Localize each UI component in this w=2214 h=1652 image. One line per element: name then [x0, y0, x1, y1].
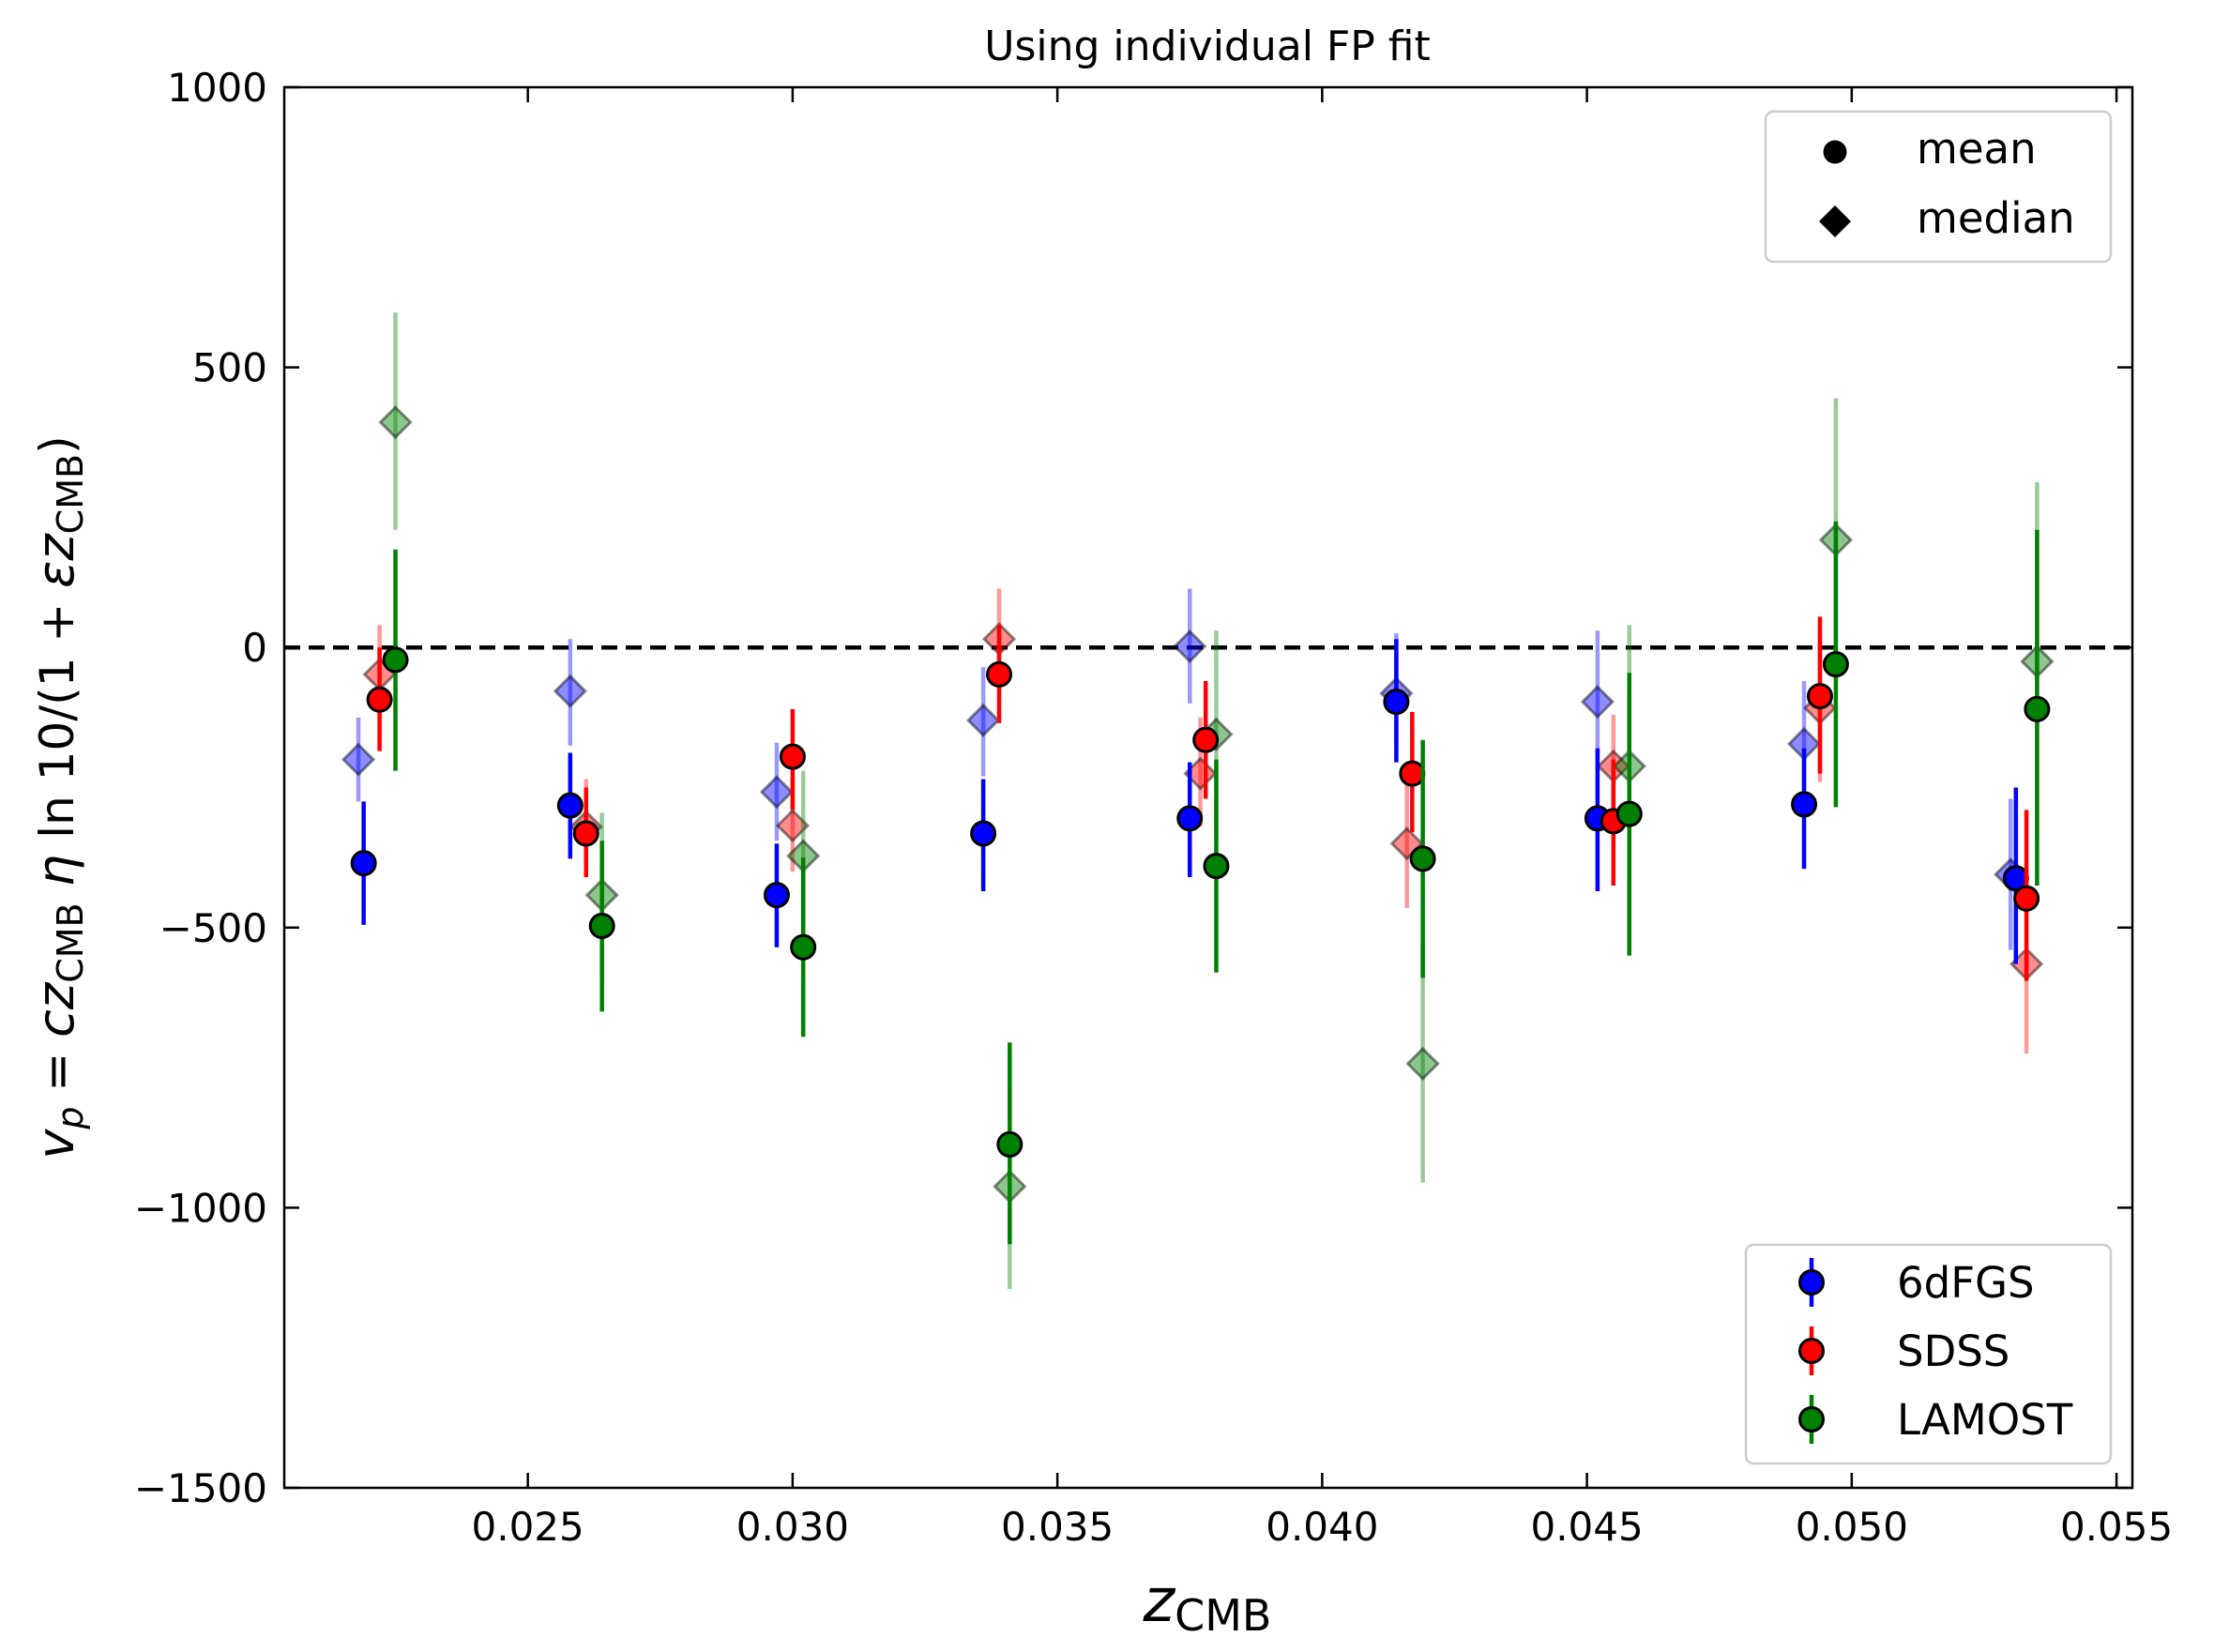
- median-point: [341, 742, 376, 777]
- y-label-part: cz: [26, 981, 85, 1038]
- mean-point: [2013, 885, 2040, 912]
- legend-markers-box: [1764, 110, 2113, 264]
- y-label-part: =: [30, 1038, 84, 1107]
- series-sdss-mean: [366, 616, 2040, 981]
- median-point: [378, 405, 413, 440]
- median-point: [1389, 826, 1424, 861]
- mean-point: [556, 792, 584, 819]
- legend-mean-marker: [1823, 140, 1847, 164]
- legend-lamost-label: LAMOST: [1897, 1395, 2073, 1445]
- chart-title: Using individual FP fit: [984, 23, 1430, 70]
- median-point: [775, 808, 811, 843]
- plot-inner: [284, 312, 2132, 1289]
- y-tick-label: 500: [192, 345, 267, 391]
- median-point: [965, 703, 1001, 737]
- series-6dfgs-mean: [350, 639, 2029, 964]
- legend-lamost-marker: [1798, 1406, 1825, 1432]
- mean-point: [366, 686, 393, 713]
- y-tick-label: −1500: [134, 1465, 267, 1511]
- x-tick-label: 0.055: [2060, 1504, 2173, 1550]
- mean-point: [1791, 791, 1818, 818]
- legend-6dfgs-label: 6dFGS: [1897, 1258, 2035, 1308]
- x-tick-label: 0.030: [736, 1504, 849, 1550]
- mean-point: [1822, 651, 1849, 678]
- y-label-part: CMB: [50, 902, 91, 982]
- y-tick-label: −1000: [134, 1185, 267, 1231]
- legend-series: 6dFGS SDSS LAMOST: [1744, 1243, 2113, 1465]
- x-label-sub: CMB: [1175, 1590, 1271, 1641]
- x-tick-label: 0.040: [1266, 1504, 1378, 1550]
- y-tick-label: 1000: [167, 65, 267, 111]
- axes: 0.025 0.030 0.035 0.040 0.045 0.050 0.055 −1500…: [134, 65, 2173, 1550]
- mean-point: [1615, 800, 1643, 827]
- median-point: [553, 674, 587, 708]
- y-tick-label: 0: [242, 625, 267, 671]
- legends: mean median 6dFGS SDSS LAMOST: [1744, 110, 2113, 1465]
- mean-point: [986, 660, 1013, 688]
- mean-point: [1409, 845, 1436, 872]
- y-label-part: p: [50, 1107, 91, 1130]
- median-point: [1173, 629, 1207, 664]
- mean-point: [1192, 726, 1220, 753]
- legend-mean-label: mean: [1917, 124, 2037, 174]
- axes-frame: [282, 85, 2134, 1490]
- legend-series-box: [1744, 1243, 2113, 1465]
- y-label-part: η: [26, 839, 85, 903]
- x-tick-label: 0.035: [1001, 1504, 1114, 1550]
- x-tick-label: 0.045: [1530, 1504, 1643, 1550]
- y-label-part: CMB: [50, 454, 91, 534]
- x-tick-label: 0.025: [472, 1504, 584, 1550]
- legend-markers: mean median: [1764, 110, 2113, 264]
- median-point: [759, 775, 795, 810]
- y-label-part: ln 10/(1 +: [30, 588, 84, 839]
- y-axis-label: vp = czCMB η ln 10/(1 + εzCMB): [26, 435, 91, 1159]
- mean-point: [1383, 689, 1410, 716]
- mean-point: [1806, 683, 1833, 710]
- x-tick-label: 0.050: [1796, 1504, 1908, 1550]
- median-point: [1580, 685, 1615, 720]
- mean-point: [779, 743, 806, 770]
- legend-median-marker: [1819, 205, 1851, 237]
- median-point: [1405, 1046, 1440, 1082]
- legend-sdss-marker: [1798, 1338, 1825, 1364]
- mean-point: [970, 820, 997, 847]
- mean-point: [1203, 853, 1230, 880]
- mean-point: [763, 882, 790, 909]
- series-lamost-mean: [382, 521, 2051, 1245]
- mean-point: [382, 646, 409, 674]
- y-label-part: εz: [26, 533, 85, 588]
- mean-point: [2024, 695, 2051, 722]
- plot-area: [284, 312, 2132, 1289]
- legend-sdss-label: SDSS: [1897, 1326, 2009, 1376]
- mean-point: [996, 1130, 1024, 1158]
- mean-point: [1399, 760, 1426, 787]
- y-label-part: ): [30, 435, 84, 454]
- mean-point: [1176, 805, 1204, 832]
- mean-point: [350, 850, 377, 877]
- y-label-part: v: [26, 1129, 85, 1159]
- mean-point: [572, 820, 599, 847]
- mean-point: [790, 933, 817, 961]
- x-axis-label: zCMB: [1143, 1567, 1272, 1641]
- x-label-main: z: [1143, 1567, 1176, 1636]
- y-tick-label: −500: [159, 905, 267, 951]
- mean-point: [588, 913, 615, 940]
- legend-6dfgs-marker: [1798, 1269, 1825, 1296]
- legend-median-label: median: [1917, 193, 2075, 243]
